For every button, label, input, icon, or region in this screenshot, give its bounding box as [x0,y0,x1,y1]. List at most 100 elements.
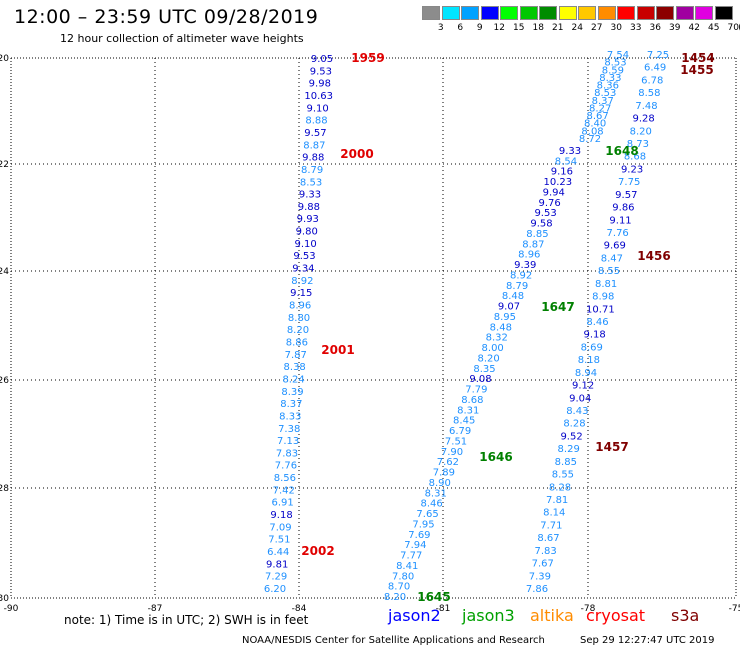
map-frame [10,57,737,599]
lat-tick-label: -26 [0,376,9,386]
colorbar-swatch [656,6,674,20]
wave-height-value: 8.68 [461,395,483,406]
wave-height-value: 8.87 [522,239,544,250]
wave-height-value: 8.54 [555,156,577,167]
wave-height-value: 8.55 [552,470,574,481]
wave-height-value: 8.28 [563,419,585,430]
wave-height-value: 8.55 [598,266,620,277]
pass-time-label: 1959 [351,51,384,65]
lat-tick-label: -24 [0,267,9,277]
wave-height-value: 8.56 [274,473,296,484]
legend-jason3: jason3 [462,606,515,625]
wave-height-value: 7.67 [532,559,554,570]
wave-height-value: 9.93 [297,214,319,225]
colorbar-label: 6 [457,23,464,33]
pass-time-label: 1454 [681,51,714,65]
wave-height-value: 8.28 [549,482,571,493]
pass-time-label: 2002 [301,544,334,558]
colorbar-swatch [578,6,596,20]
wave-height-value: 8.46 [420,499,442,510]
wave-height-value: 7.83 [276,448,298,459]
wave-height-value: 6.91 [272,498,294,509]
pass-time-label: 1647 [541,300,574,314]
wave-height-value: 8.81 [595,279,617,290]
wave-height-value: 8.08 [581,126,603,137]
map-subtitle: 12 hour collection of altimeter wave hei… [60,32,304,45]
wave-height-value: 9.15 [290,288,312,299]
colorbar-label: 3 [437,23,444,33]
wave-height-value: 9.07 [498,302,520,313]
wave-height-value: 8.96 [518,250,540,261]
wave-height-value: 7.83 [535,546,557,557]
wave-height-value: 9.16 [551,167,573,178]
wave-height-value: 8.53 [594,88,616,99]
wave-height-value: 8.33 [279,411,301,422]
wave-height-value: 9.04 [569,393,591,404]
wave-height-value: 7.51 [268,535,290,546]
pass-time-label: 2001 [321,343,354,357]
wave-height-value: 7.71 [540,520,562,531]
wave-height-value: 8.46 [586,317,608,328]
lon-tick-label: -81 [436,604,451,614]
wave-height-value: 8.00 [482,343,504,354]
wave-height-value: 8.92 [510,270,532,281]
wave-height-value: 7.42 [273,485,295,496]
wave-height-value: 9.18 [270,510,292,521]
legend-cryosat: cryosat [586,606,646,625]
wave-height-value: 7.90 [441,447,463,458]
pass-time-label: 2000 [340,147,373,161]
wave-height-value: 8.59 [602,65,624,76]
map-title: 12:00 – 23:59 UTC 09/28/2019 [14,6,319,28]
wave-height-value: 7.48 [635,101,657,112]
wave-height-value: 7.69 [408,530,430,541]
wave-height-value: 9.57 [304,128,326,139]
lat-tick-label: -22 [0,160,9,170]
colorbar-swatch [675,6,694,20]
wave-height-value: 8.36 [597,81,619,92]
wave-height-value: 7.89 [433,468,455,479]
wave-height-value: 8.68 [624,152,646,163]
wave-height-value: 7.54 [607,50,629,61]
wave-height-value: 8.47 [601,253,623,264]
colorbar-swatch [617,6,635,20]
lon-tick-label: -84 [292,604,307,614]
colorbar-swatch [714,6,733,20]
wave-height-value: 9.53 [310,66,332,77]
lat-tick-label: -20 [0,54,9,64]
wave-height-value: 8.58 [638,88,660,99]
pass-time-label: 1646 [479,450,512,464]
pass-time-label: 1648 [605,144,638,158]
wave-height-value: 8.20 [477,353,499,364]
wave-height-value: 7.86 [526,584,548,595]
colorbar-swatch [558,6,577,20]
colorbar-label: 42 [688,23,700,33]
wave-height-value: 9.53 [293,251,315,262]
wave-height-value: 8.95 [494,312,516,323]
lon-tick-label: -87 [148,604,163,614]
track-crossing-diagonal: 7.548.538.598.338.368.538.378.278.678.40… [579,50,629,145]
wave-height-value: 9.33 [299,190,321,201]
wave-height-value: 8.38 [284,362,306,373]
colorbar-label: 30 [610,23,622,33]
wave-height-value: 8.40 [584,119,606,130]
pass-time-label: 1455 [680,63,713,77]
colorbar-swatch [422,6,440,20]
wave-height-value: 9.88 [302,153,324,164]
colorbar-swatch [539,6,557,20]
colorbar-swatch [695,6,713,20]
wave-height-value: 8.35 [473,364,495,375]
wave-height-value: 8.43 [566,406,588,417]
wave-height-value: 9.94 [543,187,565,198]
colorbar-label: 21 [552,23,564,33]
colorbar-swatch [461,6,479,20]
wave-height-value: 9.05 [311,54,333,65]
wave-height-value: 8.53 [300,177,322,188]
colorbar-label: 12 [493,23,505,33]
wave-height-value: 8.73 [627,139,649,150]
colorbar-swatch [500,6,518,20]
wave-height-value: 8.37 [280,399,302,410]
wave-height-value: 7.65 [416,509,438,520]
wave-height-value: 9.39 [514,260,536,271]
